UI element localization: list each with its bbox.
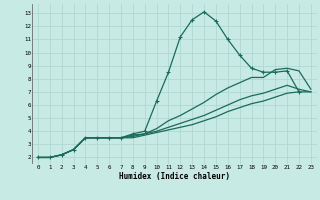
X-axis label: Humidex (Indice chaleur): Humidex (Indice chaleur): [119, 172, 230, 181]
